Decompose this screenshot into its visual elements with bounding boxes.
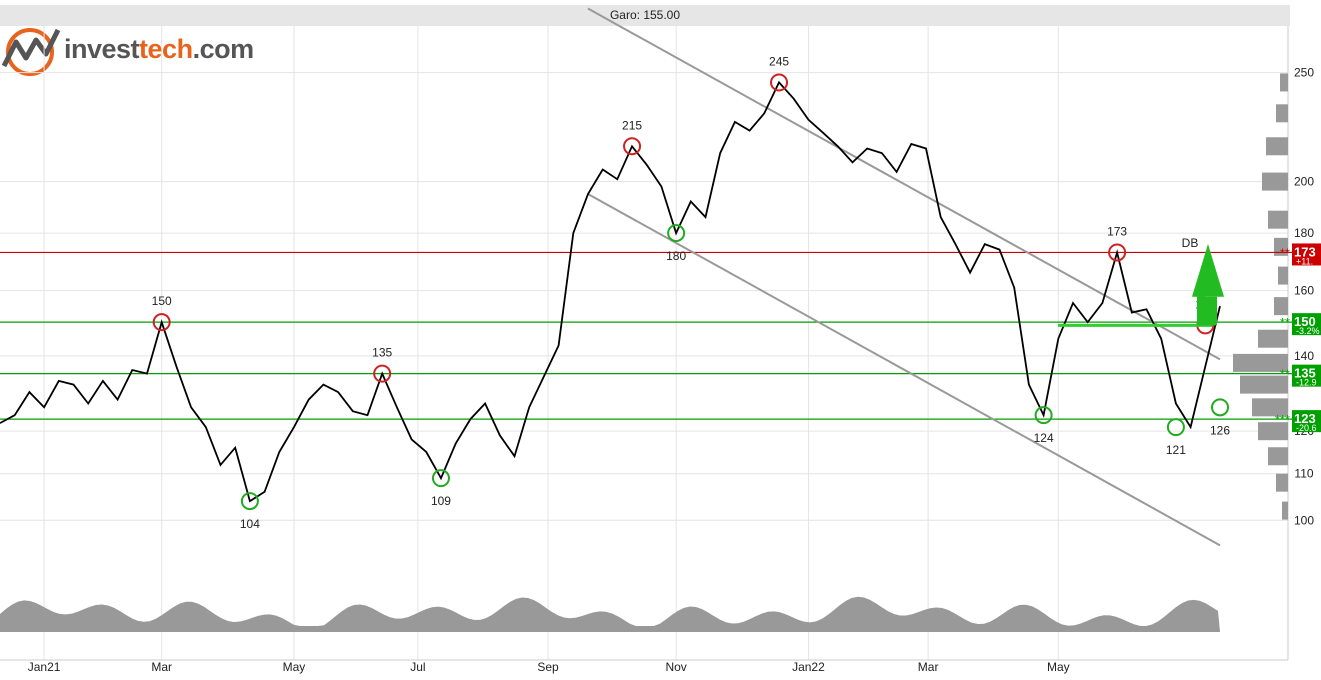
- price-distribution-bar: [1233, 353, 1288, 372]
- sr-stars: ***: [1275, 412, 1290, 427]
- trough-label: 109: [431, 494, 451, 508]
- sr-change: -3.2%: [1296, 326, 1320, 336]
- sr-badge: [1292, 410, 1321, 433]
- y-tick-label: 160: [1294, 284, 1314, 298]
- sr-badge: [1292, 313, 1321, 336]
- price-distribution-bar: [1280, 73, 1288, 92]
- logo-text: investtech.com: [64, 34, 254, 64]
- investtech-logo-icon: [1, 28, 61, 76]
- x-tick-label: May: [283, 660, 306, 674]
- volume-area: [0, 596, 1220, 632]
- peak-marker: [152, 313, 171, 332]
- trough-marker: [240, 492, 259, 511]
- peak-marker: [770, 73, 789, 92]
- peak-marker: [1108, 243, 1127, 262]
- y-tick-label: 110: [1294, 467, 1313, 481]
- sr-badge: [1292, 364, 1321, 387]
- peak-label: 245: [769, 54, 789, 68]
- trough-marker: [1211, 398, 1229, 417]
- peak-label: 135: [372, 346, 392, 360]
- trend-channel-upper: [587, 7, 1221, 361]
- peak-label: 215: [622, 118, 642, 132]
- pattern-arrow-head: [1192, 244, 1224, 297]
- price-distribution-bar: [1258, 329, 1288, 348]
- x-tick-label: Jan21: [28, 660, 61, 674]
- x-tick-label: Jul: [410, 660, 425, 674]
- trough-label: 121: [1166, 443, 1186, 457]
- price-distribution-bar: [1268, 447, 1288, 466]
- peak-marker: [623, 137, 642, 156]
- price-distribution-bar: [1278, 266, 1288, 285]
- y-tick-label: 100: [1294, 513, 1314, 527]
- sr-change: +11.: [1296, 256, 1313, 266]
- x-tick-label: Mar: [151, 660, 172, 674]
- sr-stars: **: [1280, 315, 1290, 330]
- trough-marker: [1034, 406, 1053, 425]
- sr-change: -20.6: [1296, 423, 1317, 433]
- sr-badge: [1292, 243, 1321, 266]
- price-distribution-bar: [1252, 398, 1288, 417]
- sr-label: 123: [1294, 411, 1316, 426]
- sr-label: 135: [1294, 366, 1316, 381]
- price-distribution-bar: [1240, 375, 1288, 394]
- trend-channel-lower: [587, 193, 1221, 547]
- y-tick-label: 200: [1294, 175, 1314, 189]
- price-distribution-bar: [1266, 137, 1288, 156]
- pattern-arrow-body: [1199, 296, 1217, 326]
- sr-stars: **: [1280, 367, 1290, 382]
- trough-label: 124: [1034, 431, 1054, 445]
- price-distribution-bar: [1276, 473, 1288, 492]
- peak-marker: [373, 364, 392, 383]
- trough-marker: [667, 224, 686, 243]
- peak-label: 173: [1107, 224, 1127, 238]
- x-tick-label: Sep: [537, 660, 559, 674]
- price-line: [0, 80, 1221, 503]
- price-distribution-bar: [1262, 172, 1288, 191]
- price-distribution-bar: [1274, 237, 1288, 256]
- x-tick-label: Mar: [918, 660, 939, 674]
- sr-label: 150: [1294, 314, 1316, 329]
- pattern-label: DB: [1182, 236, 1199, 250]
- y-tick-label: 180: [1294, 226, 1314, 240]
- trough-label: 104: [240, 517, 260, 531]
- price-distribution-bar: [1282, 501, 1288, 520]
- investtech-logo[interactable]: investtech.com: [0, 26, 280, 76]
- trough-marker: [1166, 418, 1185, 437]
- x-tick-label: Jan22: [792, 660, 825, 674]
- price-distribution-bar: [1268, 210, 1288, 229]
- sr-label: 173: [1294, 244, 1316, 259]
- price-distribution-bar: [1258, 422, 1288, 441]
- price-distribution-bar: [1274, 297, 1288, 316]
- trough-marker: [431, 469, 450, 488]
- sr-change: -12.9: [1296, 378, 1317, 388]
- x-tick-label: May: [1047, 660, 1070, 674]
- x-tick-label: Nov: [665, 660, 686, 674]
- y-tick-label: 250: [1294, 66, 1314, 80]
- peak-label: 150: [152, 294, 172, 308]
- sr-stars: **: [1280, 245, 1290, 260]
- trough-label: 180: [666, 249, 686, 263]
- chart-title-bar: Garo: 155.00: [0, 5, 1290, 26]
- chart-title: Garo: 155.00: [609, 8, 681, 22]
- y-tick-label: 140: [1294, 349, 1314, 363]
- price-distribution-bar: [1276, 104, 1288, 123]
- trough-label: 126: [1210, 423, 1230, 437]
